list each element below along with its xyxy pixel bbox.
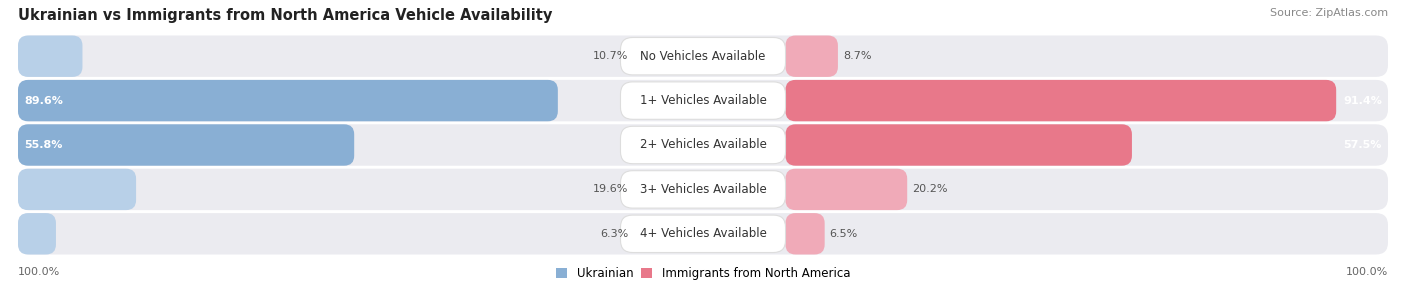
FancyBboxPatch shape xyxy=(620,126,786,164)
FancyBboxPatch shape xyxy=(18,35,1388,77)
FancyBboxPatch shape xyxy=(18,80,1388,121)
Text: 1+ Vehicles Available: 1+ Vehicles Available xyxy=(640,94,766,107)
Text: Ukrainian vs Immigrants from North America Vehicle Availability: Ukrainian vs Immigrants from North Ameri… xyxy=(18,8,553,23)
FancyBboxPatch shape xyxy=(620,37,786,75)
Text: 2+ Vehicles Available: 2+ Vehicles Available xyxy=(640,138,766,152)
FancyBboxPatch shape xyxy=(18,124,354,166)
Text: 19.6%: 19.6% xyxy=(593,184,628,194)
FancyBboxPatch shape xyxy=(786,169,907,210)
Text: 55.8%: 55.8% xyxy=(24,140,62,150)
Text: 100.0%: 100.0% xyxy=(1346,267,1388,277)
Legend: Ukrainian, Immigrants from North America: Ukrainian, Immigrants from North America xyxy=(555,267,851,280)
Text: 10.7%: 10.7% xyxy=(593,51,628,61)
Text: 3+ Vehicles Available: 3+ Vehicles Available xyxy=(640,183,766,196)
FancyBboxPatch shape xyxy=(786,80,1336,121)
Text: 20.2%: 20.2% xyxy=(912,184,948,194)
Text: 57.5%: 57.5% xyxy=(1344,140,1382,150)
FancyBboxPatch shape xyxy=(620,82,786,119)
FancyBboxPatch shape xyxy=(18,213,1388,255)
Text: Source: ZipAtlas.com: Source: ZipAtlas.com xyxy=(1270,8,1388,18)
FancyBboxPatch shape xyxy=(786,213,825,255)
Text: No Vehicles Available: No Vehicles Available xyxy=(640,50,766,63)
Text: 4+ Vehicles Available: 4+ Vehicles Available xyxy=(640,227,766,240)
Text: 100.0%: 100.0% xyxy=(18,267,60,277)
FancyBboxPatch shape xyxy=(18,80,558,121)
Text: 6.5%: 6.5% xyxy=(830,229,858,239)
FancyBboxPatch shape xyxy=(620,171,786,208)
FancyBboxPatch shape xyxy=(786,124,1132,166)
FancyBboxPatch shape xyxy=(18,213,56,255)
Text: 91.4%: 91.4% xyxy=(1343,96,1382,106)
FancyBboxPatch shape xyxy=(18,124,1388,166)
Text: 6.3%: 6.3% xyxy=(600,229,628,239)
FancyBboxPatch shape xyxy=(18,35,83,77)
Text: 8.7%: 8.7% xyxy=(844,51,872,61)
FancyBboxPatch shape xyxy=(786,35,838,77)
FancyBboxPatch shape xyxy=(620,215,786,253)
FancyBboxPatch shape xyxy=(18,169,1388,210)
Text: 89.6%: 89.6% xyxy=(24,96,63,106)
FancyBboxPatch shape xyxy=(18,169,136,210)
